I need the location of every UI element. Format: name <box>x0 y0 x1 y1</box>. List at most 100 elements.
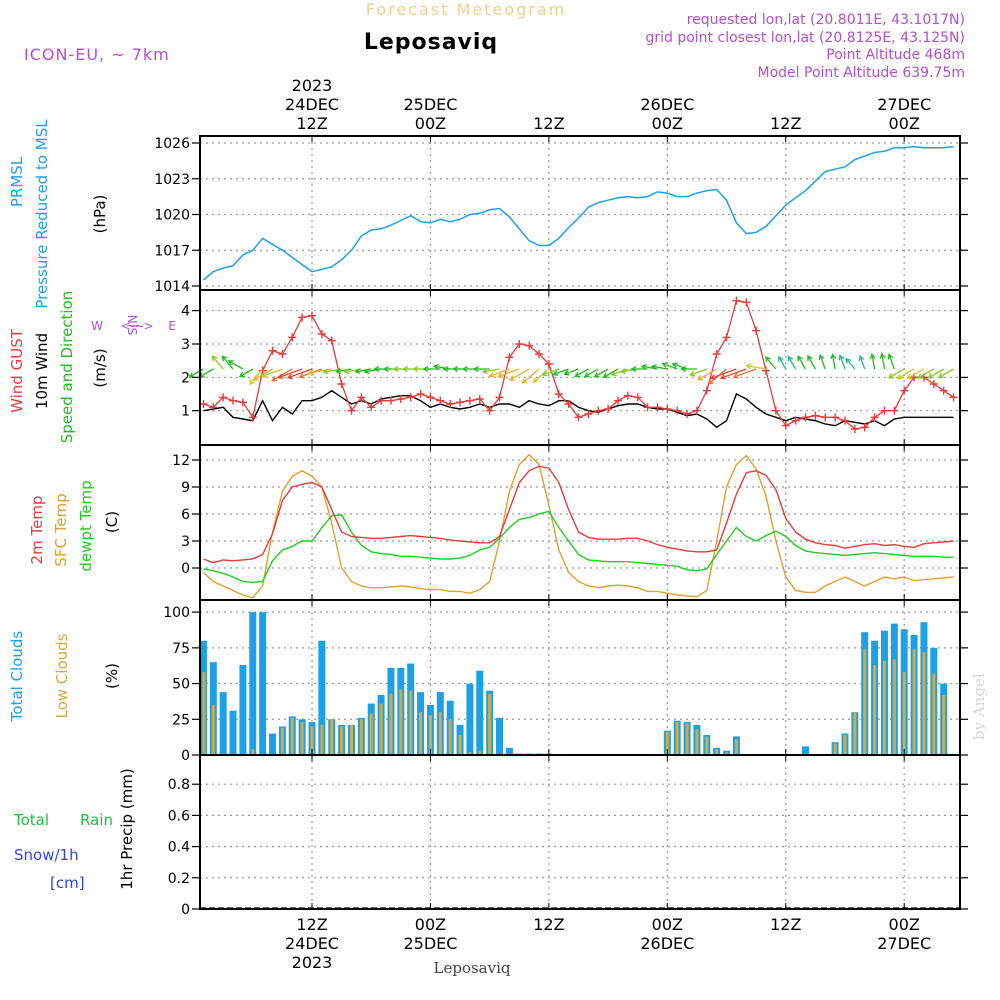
y-tick-label: 1020 <box>154 208 190 224</box>
time-label-bottom: 24DEC <box>285 934 339 953</box>
model-label: ICON-EU, ~ 7km <box>24 45 170 64</box>
wind-direction-label: Speed and Direction <box>58 291 76 444</box>
wind-gust-point <box>248 413 257 422</box>
wind-gust-point <box>643 403 652 412</box>
wind-direction-arrow <box>552 368 569 376</box>
low-cloud-bar <box>399 689 403 755</box>
location-title: Leposaviq <box>364 30 498 55</box>
wind-gust-point <box>890 406 899 415</box>
y-tick-label: 1023 <box>154 172 190 188</box>
wind-gust-point <box>229 396 238 405</box>
y-tick-label: 9 <box>181 480 190 496</box>
wind-gust-point <box>535 350 544 358</box>
compass-w: W <box>91 319 103 333</box>
wind-gust-point <box>584 410 593 418</box>
time-label-top: 24DEC <box>285 95 339 114</box>
low-cloud-bar <box>330 719 334 755</box>
compass-ns: S|N <box>126 315 140 336</box>
wind-gust-point <box>308 311 316 320</box>
wind-gust-point <box>692 406 701 415</box>
wind-direction-arrow <box>661 362 678 370</box>
y-tick-label: 12 <box>172 453 190 469</box>
compass-e: E <box>168 319 176 333</box>
wind-gust-point <box>653 403 662 412</box>
time-label-top: 12Z <box>770 114 801 133</box>
wind-gust-point <box>821 413 830 422</box>
cloud-unit: (%) <box>103 663 121 689</box>
wind-gust-point <box>475 395 484 403</box>
wind-direction-arrow <box>227 360 244 370</box>
wind-direction-arrow <box>830 353 837 370</box>
time-label-top: 26DEC <box>640 95 694 114</box>
total-cloud-bar <box>229 710 237 755</box>
time-label-top: 00Z <box>652 114 683 133</box>
wind-gust-point <box>446 400 455 408</box>
wind-direction-arrow <box>778 355 787 370</box>
temp-unit: (C) <box>103 511 121 533</box>
wind-direction-arrow <box>521 368 540 384</box>
wind-gust-point <box>386 396 395 405</box>
wind-gust-point <box>791 416 800 425</box>
footer-location: Leposaviq <box>434 959 511 977</box>
wind-gust-point <box>436 396 445 405</box>
wind-gust-point <box>367 403 376 412</box>
wind-direction-arrow <box>496 368 520 379</box>
wind-gust-point <box>850 425 859 433</box>
panel-frame <box>199 754 961 910</box>
total-cloud-bar <box>269 733 277 755</box>
wind-direction-arrow <box>787 355 797 370</box>
low-cloud-bar <box>725 752 729 755</box>
total-cloud-bar <box>259 612 267 755</box>
requested-coords: requested lon,lat (20.8011E, 43.1017N) <box>687 12 965 28</box>
wind-gust-point <box>929 380 938 388</box>
wind-gust-point <box>594 406 603 415</box>
time-label-bottom: 00Z <box>652 915 683 934</box>
wind-gust-point <box>495 393 504 402</box>
y-tick-label: 0 <box>181 748 190 764</box>
low-cloud-bar <box>419 712 423 755</box>
wind-direction-arrow <box>574 368 589 378</box>
wind-direction-arrow <box>211 355 224 370</box>
pressure-label: Pressure Reduced to MSL <box>33 119 51 309</box>
wind-gust-point <box>702 386 711 395</box>
wind-gust-point <box>426 393 435 402</box>
wind-gust-point <box>564 400 573 408</box>
wind-gust-point <box>762 366 771 375</box>
wind-gust-point <box>515 340 524 348</box>
wind-gust-point <box>633 393 642 402</box>
low-cloud-bar <box>202 672 206 755</box>
wind-direction-arrow <box>745 363 767 370</box>
closest-coords: grid point closest lon,lat (20.8125E, 43… <box>645 30 965 46</box>
wind-gust-point <box>574 413 583 422</box>
compass-we: <---> <box>120 319 153 333</box>
wind-direction-arrow <box>671 362 688 370</box>
low-cloud-bar <box>833 743 837 755</box>
wind-gust-point <box>406 393 415 402</box>
total-cloud-bar <box>318 640 326 755</box>
wind-direction-arrow <box>689 368 708 377</box>
low-cloud-bar <box>705 736 709 755</box>
wind-direction-arrow <box>887 368 905 379</box>
wind-gust-point <box>544 360 553 368</box>
low-cloud-bar <box>310 726 314 755</box>
header-banner: Forecast Meteogram <box>366 0 566 19</box>
wind-gust-point <box>337 380 346 388</box>
wind-direction-arrow <box>896 368 915 380</box>
low-cloud-bar <box>290 717 294 755</box>
watermark: by Angel <box>970 673 988 740</box>
wind-gust-point <box>357 393 366 402</box>
wind-direction-arrow <box>937 368 954 379</box>
time-label-top: 12Z <box>296 114 327 133</box>
wind-gust-point <box>238 398 247 407</box>
total-cloud-bar <box>466 683 474 755</box>
time-label-bottom: 00Z <box>889 915 920 934</box>
wind-gust-point <box>317 330 326 338</box>
y-tick-label: 4 <box>181 304 190 320</box>
frame-layer <box>199 135 961 910</box>
wind-direction-arrow <box>845 357 856 370</box>
time-label-top: 25DEC <box>403 95 457 114</box>
wind-gust-point <box>831 413 840 422</box>
model-altitude: Model Point Altitude 639.75m <box>758 65 965 81</box>
